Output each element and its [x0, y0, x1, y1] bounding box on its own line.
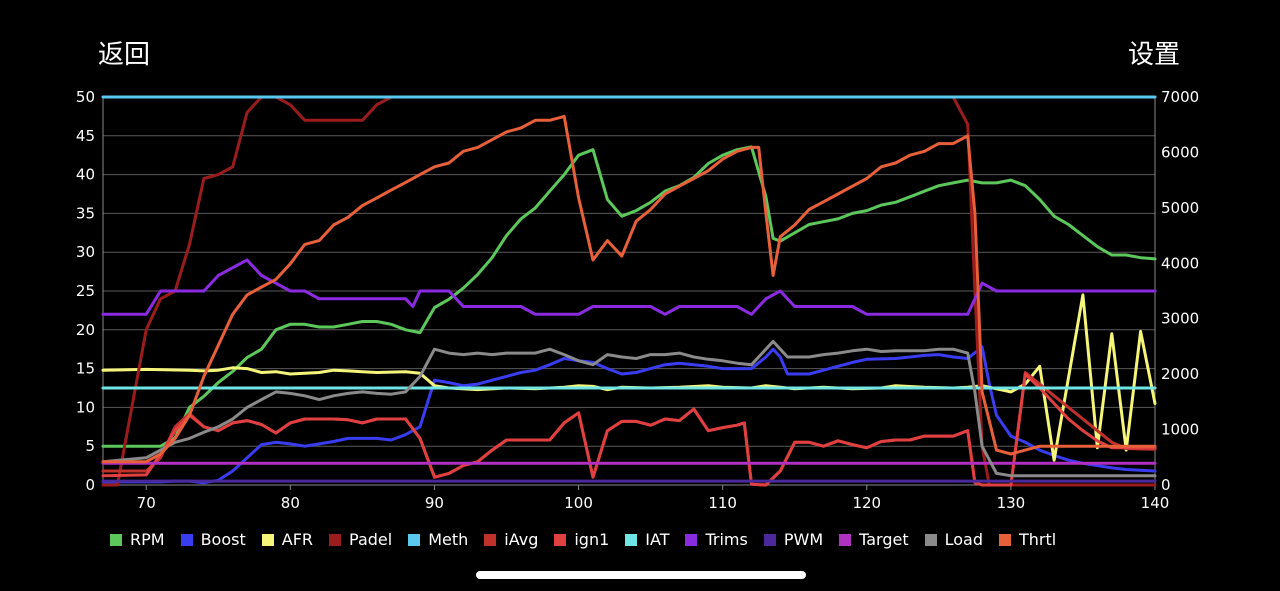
legend-item-rpm[interactable]: RPM	[110, 530, 165, 549]
x-tick-label: 70	[137, 494, 156, 512]
legend-item-padel[interactable]: Padel	[329, 530, 392, 549]
legend-swatch	[685, 533, 698, 546]
series-line-thrtl	[101, 114, 1157, 464]
y-left-tick-label: 20	[76, 321, 95, 339]
y-left-tick-label: 50	[76, 88, 95, 106]
y-left-tick-label: 35	[76, 204, 95, 222]
x-tick-label: 90	[425, 494, 444, 512]
series-line-padel	[101, 95, 1157, 487]
legend-swatch	[329, 533, 342, 546]
legend-swatch	[261, 533, 274, 546]
legend-label: Trims	[705, 530, 748, 549]
y-left-tick-label: 40	[76, 166, 95, 184]
legend-swatch	[180, 533, 193, 546]
y-left-tick-label: 0	[85, 476, 95, 494]
x-tick-label: 100	[564, 494, 593, 512]
legend: RPM Boost AFR Padel Meth iAvg ign1 IAT Trims PWM T…	[110, 530, 1072, 549]
legend-swatch	[625, 533, 638, 546]
legend-item-trims[interactable]: Trims	[685, 530, 748, 549]
y-left-tick-label: 45	[76, 127, 95, 145]
legend-label: IAT	[645, 530, 670, 549]
y-right-tick-label: 6000	[1161, 143, 1199, 161]
settings-button[interactable]: 设置	[1128, 40, 1181, 70]
legend-label: iAvg	[504, 530, 539, 549]
y-left-tick-label: 25	[76, 282, 95, 300]
legend-item-ign1[interactable]: ign1	[554, 530, 609, 549]
series-line-afr	[101, 293, 1157, 462]
legend-label: Load	[944, 530, 984, 549]
legend-item-pwm[interactable]: PWM	[763, 530, 824, 549]
grid	[102, 96, 1156, 490]
tick-labels: 0 5 10 15 20 25 30 35 40 45 50 0 1000 2000 3000 4000 500…	[76, 88, 1199, 512]
y-left-tick-label: 5	[85, 437, 95, 455]
legend-item-load[interactable]: Load	[924, 530, 984, 549]
legend-swatch	[763, 533, 776, 546]
y-right-tick-label: 5000	[1161, 199, 1199, 217]
legend-item-thrtl[interactable]: Thrtl	[999, 530, 1056, 549]
legend-label: Meth	[428, 530, 469, 549]
x-tick-label: 80	[281, 494, 300, 512]
y-right-tick-label: 1000	[1161, 421, 1199, 439]
legend-item-meth[interactable]: Meth	[408, 530, 468, 549]
legend-label: PWM	[783, 530, 824, 549]
legend-swatch	[110, 533, 122, 546]
legend-item-target[interactable]: Target	[839, 530, 909, 549]
back-button[interactable]: 返回	[98, 40, 151, 70]
y-right-tick-label: 2000	[1161, 365, 1199, 383]
x-tick-label: 140	[1141, 494, 1170, 512]
legend-label: Thrtl	[1019, 530, 1057, 549]
legend-swatch	[408, 533, 421, 546]
series-line-boost	[101, 345, 1157, 485]
home-indicator[interactable]	[476, 571, 806, 579]
legend-swatch	[999, 533, 1012, 546]
y-right-tick-label: 3000	[1161, 310, 1199, 328]
legend-label: AFR	[281, 530, 314, 549]
legend-label: Target	[859, 530, 909, 549]
series-line-rpm	[101, 145, 1157, 448]
legend-swatch	[484, 533, 497, 546]
x-tick-label: 120	[852, 494, 881, 512]
legend-swatch	[554, 533, 567, 546]
y-left-tick-label: 30	[76, 243, 95, 261]
series-line-load	[101, 339, 1157, 478]
legend-item-iat[interactable]: IAT	[625, 530, 669, 549]
legend-label: Boost	[200, 530, 246, 549]
legend-item-afr[interactable]: AFR	[261, 530, 314, 549]
y-left-tick-label: 10	[76, 398, 95, 416]
y-right-tick-label: 0	[1161, 476, 1171, 494]
legend-label: ign1	[574, 530, 610, 549]
legend-swatch	[839, 533, 852, 546]
legend-swatch	[924, 533, 937, 546]
series-line-trims	[101, 258, 1157, 316]
series-layer	[101, 95, 1157, 487]
legend-label: Padel	[349, 530, 393, 549]
y-left-tick-label: 15	[76, 360, 95, 378]
x-tick-label: 110	[708, 494, 737, 512]
legend-label: RPM	[130, 530, 165, 549]
y-right-tick-label: 4000	[1161, 254, 1199, 272]
x-tick-label: 130	[997, 494, 1026, 512]
legend-item-iavg[interactable]: iAvg	[484, 530, 538, 549]
legend-item-boost[interactable]: Boost	[180, 530, 246, 549]
series-line-ign1	[101, 372, 1157, 487]
y-right-tick-label: 7000	[1161, 88, 1199, 106]
